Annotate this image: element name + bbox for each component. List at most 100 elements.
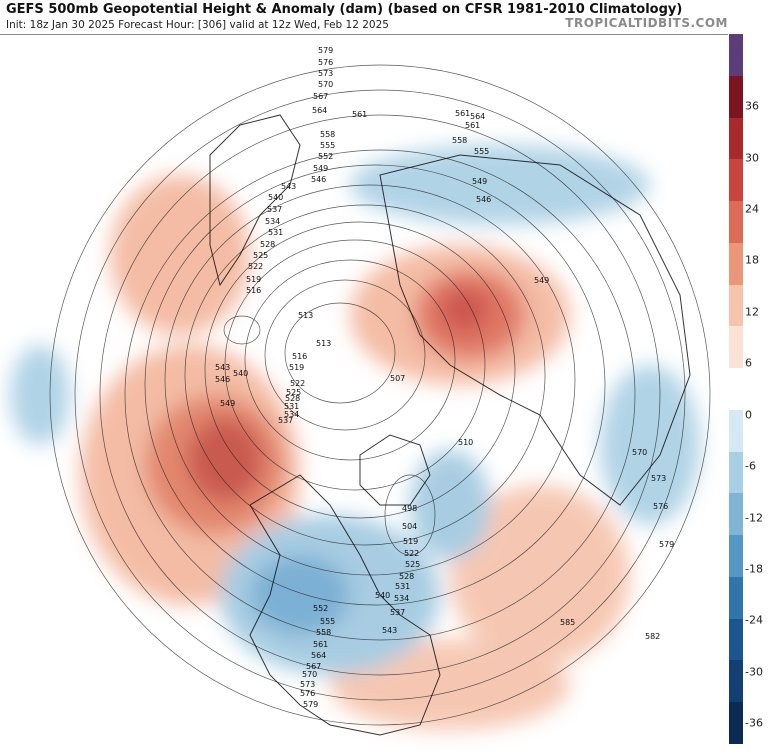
contour-ring — [224, 239, 486, 491]
negative-anomaly-hudson — [410, 450, 490, 560]
colorbar-swatch — [729, 493, 743, 536]
colorbar-swatch — [729, 409, 743, 453]
positive-anomaly-atlantic — [450, 485, 630, 665]
anomaly-colorbar: 36 30 24 18 12 6 0 -6 -12 -18 -24 -30 -36 — [729, 34, 768, 745]
greenland-coast — [359, 434, 431, 506]
contour-label: 570 — [302, 670, 317, 679]
contour-label: 540 — [233, 369, 248, 378]
map-panel: 579 576 573 570 567 564 561 558 555 552 549 546 543 5… — [0, 34, 728, 751]
contour-ring — [124, 149, 636, 641]
colorbar-tick-label: 6 — [745, 356, 752, 370]
contour-label: 519 — [403, 537, 418, 546]
contour-ring — [284, 302, 396, 404]
colorbar-swatch — [729, 284, 743, 327]
colorbar-swatch — [729, 117, 743, 160]
contour-label: 549 — [472, 177, 487, 186]
colorbar-tick-label: 30 — [745, 151, 759, 165]
contour-label: 525 — [405, 560, 420, 569]
contour-label: 525 — [253, 251, 268, 260]
contour-label: 546 — [215, 375, 230, 384]
contour-label: 546 — [476, 195, 491, 204]
contour-label: 516 — [292, 352, 307, 361]
positive-anomaly-pacific-max — [187, 418, 263, 502]
negative-anomaly-china — [600, 365, 700, 525]
colorbar-tick-label: 24 — [745, 202, 759, 216]
contour-label: 573 — [300, 680, 315, 689]
asia-coast — [379, 154, 691, 506]
contour-label: 573 — [651, 474, 666, 483]
contour-ring — [99, 114, 661, 676]
contour-label: 534 — [284, 410, 299, 419]
contour-ring — [184, 204, 546, 546]
contour-label: 549 — [534, 276, 549, 285]
colorbar-tick-label: -24 — [745, 613, 763, 627]
contour-label: 537 — [390, 608, 405, 617]
contour-label: 579 — [303, 700, 318, 709]
contour-label: 528 — [260, 240, 275, 249]
map-title: GEFS 500mb Geopotential Height & Anomaly… — [6, 2, 683, 17]
contour-label: 564 — [470, 112, 485, 121]
colorbar-tick-label: -18 — [745, 562, 763, 576]
contour-label: 576 — [318, 58, 333, 67]
contour-label: 570 — [632, 448, 647, 457]
contour-label: 513 — [298, 311, 313, 320]
contour-ring — [264, 279, 426, 431]
contour-label: 528 — [285, 394, 300, 403]
contour-label: 519 — [289, 363, 304, 372]
negative-anomaly-west-edge — [10, 345, 70, 445]
contour-ring — [223, 315, 261, 345]
colorbar-swatch — [729, 576, 743, 620]
contour-ring — [384, 474, 436, 556]
contour-label: 549 — [220, 399, 235, 408]
negative-anomaly-eurasia — [350, 145, 650, 225]
colorbar-swatch — [729, 660, 743, 703]
contour-label: 561 — [465, 121, 480, 130]
contour-label: 504 — [402, 522, 417, 531]
colorbar-swatch — [729, 618, 743, 661]
colorbar-swatch — [729, 451, 743, 494]
contour-label: 567 — [313, 92, 328, 101]
contour-label: 537 — [278, 416, 293, 425]
colorbar-swatch — [729, 702, 743, 745]
contour-label: 552 — [313, 604, 328, 613]
colorbar-tick-label: -30 — [745, 665, 763, 679]
contour-label: 522 — [404, 549, 419, 558]
colorbar-tick-label: -12 — [745, 511, 763, 524]
anomaly-shading — [10, 145, 700, 730]
contour-ring — [74, 89, 686, 701]
contour-label: 534 — [265, 217, 280, 226]
contour-label: 567 — [306, 662, 321, 671]
contour-label: 564 — [312, 106, 327, 115]
contour-label: 537 — [267, 205, 282, 214]
contour-label: 552 — [318, 152, 333, 161]
europe-coast — [209, 114, 301, 287]
contour-label: 540 — [375, 591, 390, 600]
contour-label: 543 — [281, 182, 296, 191]
positive-anomaly-greenland — [110, 175, 250, 335]
contour-label: 522 — [248, 262, 263, 271]
contour-label: 534 — [394, 594, 409, 603]
contour-label: 576 — [300, 689, 315, 698]
contour-label: 531 — [395, 582, 410, 591]
contour-label: 531 — [284, 402, 299, 411]
contour-label: 510 — [458, 438, 473, 447]
contour-label: 507 — [390, 374, 405, 383]
colorbar-swatch — [729, 159, 743, 202]
contour-label: 561 — [352, 110, 367, 119]
contour-label: 570 — [318, 80, 333, 89]
contour-label: 576 — [653, 502, 668, 511]
colorbar-tick-label: -6 — [745, 459, 756, 473]
contour-label: 498 — [402, 504, 417, 513]
colorbar-tick-label: 18 — [745, 253, 759, 267]
contour-label: 558 — [320, 130, 335, 139]
contour-label: 573 — [318, 69, 333, 78]
map-subtitle: Init: 18z Jan 30 2025 Forecast Hour: [30… — [6, 19, 389, 31]
contour-label: 561 — [313, 640, 328, 649]
contour-label: 558 — [316, 628, 331, 637]
colorbar-swatch — [729, 201, 743, 244]
brand-watermark: TROPICALTIDBITS.COM — [565, 16, 728, 30]
contour-label: 525 — [286, 388, 301, 397]
contour-label: 549 — [313, 164, 328, 173]
